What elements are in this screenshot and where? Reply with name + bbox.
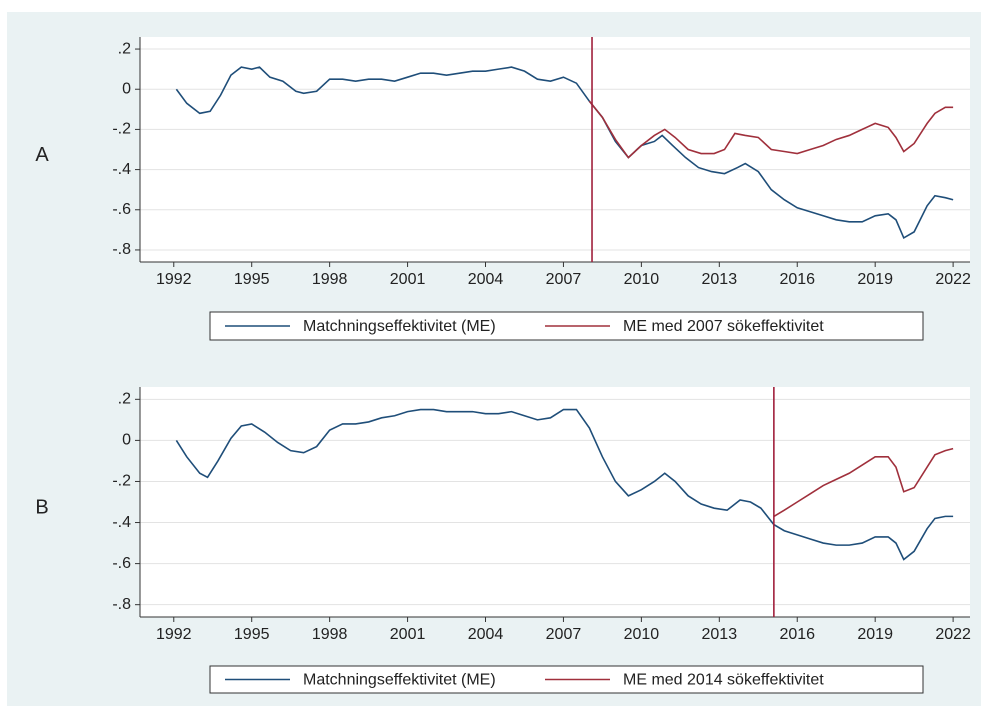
x-tick-label: 2016 <box>779 626 815 643</box>
y-tick-label: -.8 <box>112 241 131 258</box>
x-tick-label: 1995 <box>234 271 270 288</box>
x-tick-label: 2010 <box>624 626 660 643</box>
x-tick-label: 2004 <box>468 271 504 288</box>
y-tick-label: -.6 <box>112 555 131 572</box>
legend-label: ME med 2007 sökeffektivitet <box>623 318 824 335</box>
y-tick-label: 0 <box>122 432 131 449</box>
x-tick-label: 2007 <box>546 271 582 288</box>
x-tick-label: 2001 <box>390 271 426 288</box>
x-tick-label: 2022 <box>935 271 971 288</box>
series-line <box>588 100 954 159</box>
y-tick-label: -.2 <box>112 473 131 490</box>
y-tick-label: .2 <box>118 40 131 57</box>
x-tick-label: 2010 <box>624 271 660 288</box>
x-tick-label: 2022 <box>935 626 971 643</box>
x-tick-label: 2013 <box>702 271 738 288</box>
series-line <box>773 447 954 518</box>
y-tick-label: .2 <box>118 391 131 408</box>
x-tick-label: 1992 <box>156 626 192 643</box>
x-tick-label: 1992 <box>156 271 192 288</box>
y-tick-label: 0 <box>122 80 131 97</box>
y-tick-label: -.4 <box>112 514 131 531</box>
legend-label: Matchningseffektivitet (ME) <box>303 318 496 335</box>
series-line <box>175 408 954 561</box>
panel-label: A <box>35 144 49 166</box>
x-tick-label: 2019 <box>857 271 893 288</box>
x-tick-label: 1998 <box>312 271 348 288</box>
x-tick-label: 2016 <box>779 271 815 288</box>
y-tick-label: -.6 <box>112 201 131 218</box>
x-tick-label: 2001 <box>390 626 426 643</box>
y-tick-label: -.4 <box>112 161 131 178</box>
x-tick-label: 1998 <box>312 626 348 643</box>
panel-label: B <box>35 496 48 518</box>
y-tick-label: -.8 <box>112 596 131 613</box>
legend-label: ME med 2014 sökeffektivitet <box>623 672 824 689</box>
x-tick-label: 1995 <box>234 626 270 643</box>
plot-area <box>140 37 970 262</box>
legend-label: Matchningseffektivitet (ME) <box>303 672 496 689</box>
plot-area <box>140 387 970 617</box>
y-tick-label: -.2 <box>112 121 131 138</box>
x-tick-label: 2004 <box>468 626 504 643</box>
x-tick-label: 2007 <box>546 626 582 643</box>
x-tick-label: 2013 <box>702 626 738 643</box>
x-tick-label: 2019 <box>857 626 893 643</box>
series-line <box>175 66 954 240</box>
